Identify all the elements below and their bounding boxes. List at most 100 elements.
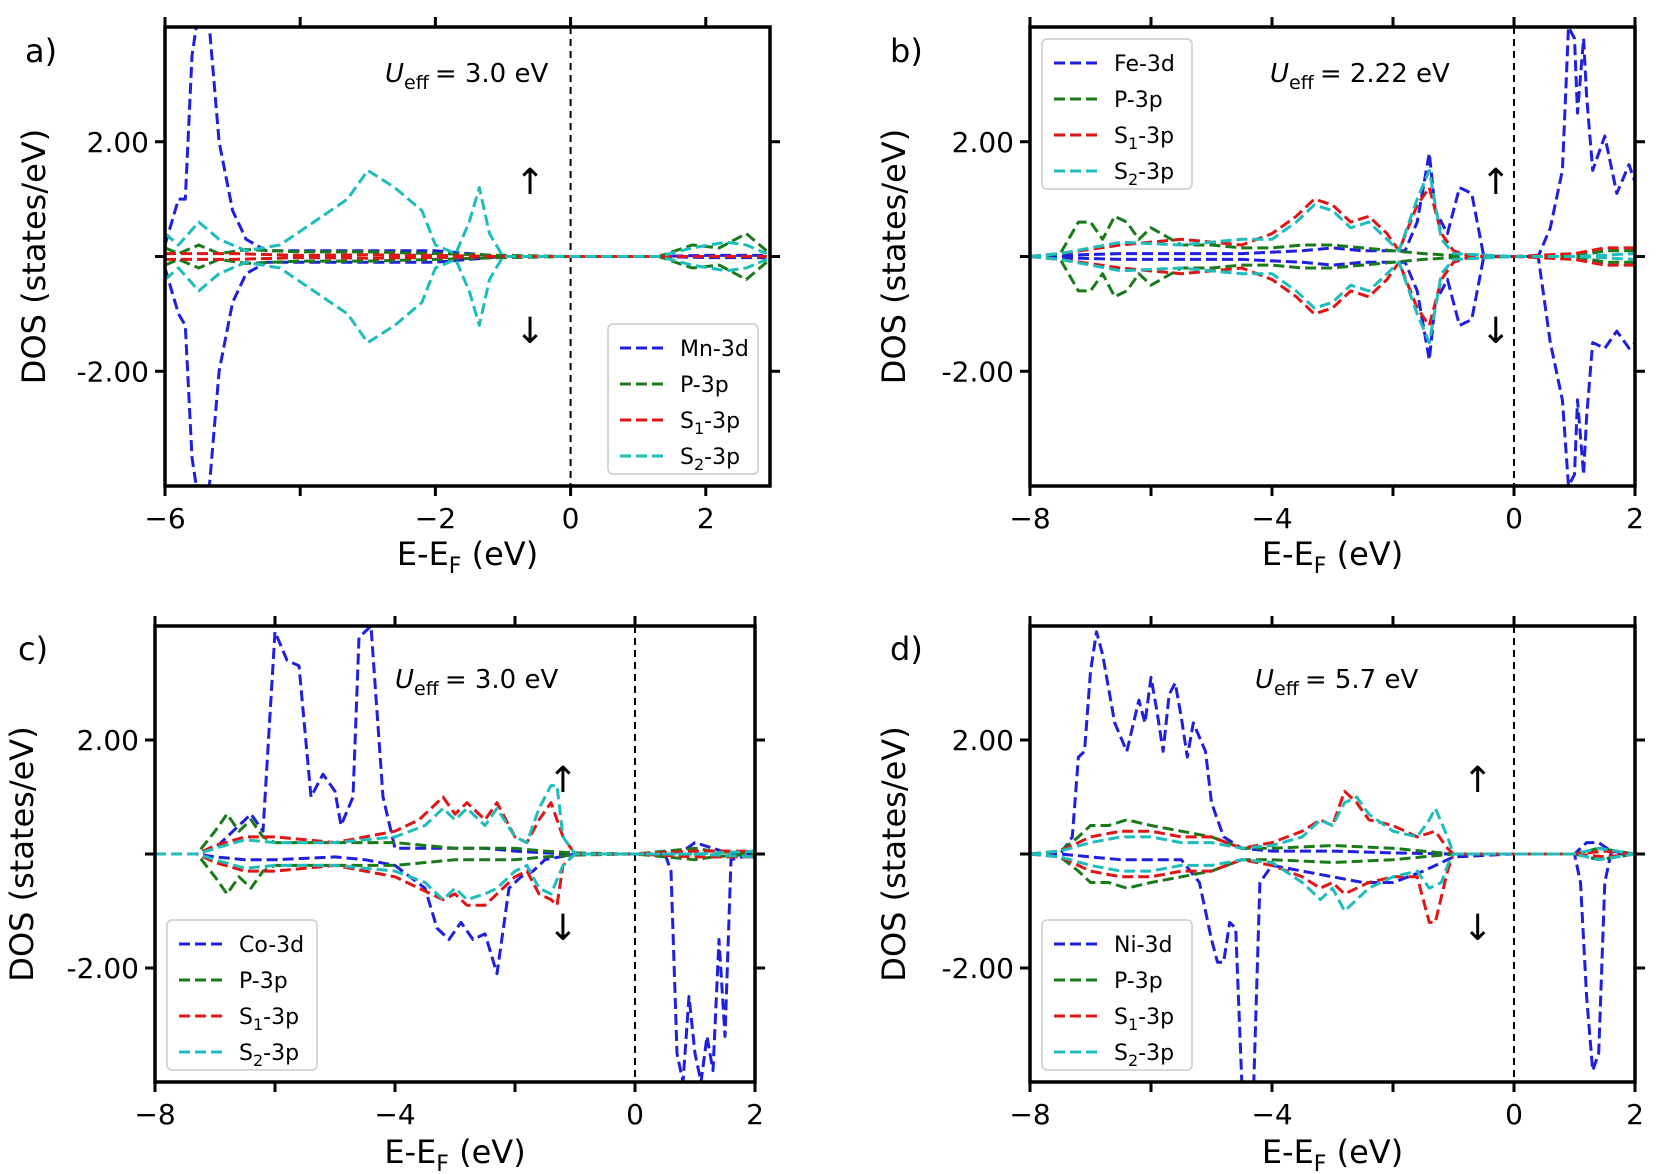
x-tick-label: −8 — [1009, 502, 1050, 535]
spin-up-arrow: ↑ — [1463, 760, 1493, 801]
legend: Co-3d P-3p S1-3p S2-3p — [166, 919, 318, 1071]
legend: Fe-3d P-3p S1-3p S2-3p — [1041, 38, 1193, 190]
y-tick-label: -2.00 — [942, 355, 1014, 388]
series-mn-3d-down — [165, 255, 767, 486]
y-axis-title: DOS (states/eV) — [875, 726, 913, 981]
panel-label: d) — [890, 630, 923, 668]
legend-label: P-3p — [680, 373, 729, 398]
series-group — [165, 27, 768, 486]
legend-label: S2-3p — [680, 445, 740, 474]
legend-label: P-3p — [1114, 969, 1163, 994]
x-tick-label: −2 — [415, 502, 456, 535]
x-tick-label: −8 — [1009, 1098, 1050, 1131]
u-eff-label: Ueff = 2.22 eV — [1270, 59, 1450, 94]
spin-down-arrow: ↓ — [515, 311, 545, 352]
u-eff-label: Ueff = 3.0 eV — [385, 59, 548, 94]
legend-label: P-3p — [239, 969, 288, 994]
x-tick-label: 0 — [1505, 1098, 1523, 1131]
legend-label: S2-3p — [1114, 160, 1174, 189]
x-axis-title: E-EF (eV) — [397, 535, 538, 579]
series-group — [1030, 630, 1635, 1082]
y-tick-label: 2.00 — [87, 126, 149, 159]
series-p-3p-down — [165, 255, 768, 281]
x-tick-label: 0 — [1505, 502, 1523, 535]
legend-label: Mn-3d — [680, 337, 749, 362]
x-tick-label: −8 — [134, 1098, 175, 1131]
x-tick-label: 2 — [697, 502, 715, 535]
panel-label: c) — [18, 630, 48, 668]
series-group — [1030, 27, 1635, 486]
y-axis-title: DOS (states/eV) — [3, 726, 41, 981]
x-tick-label: 0 — [562, 502, 580, 535]
y-tick-label: 2.00 — [952, 724, 1014, 757]
panel-label: b) — [890, 32, 923, 70]
x-axis-title: E-EF (eV) — [1262, 535, 1403, 579]
legend-label: S1-3p — [1114, 124, 1174, 153]
y-tick-label: -2.00 — [77, 355, 149, 388]
series-fe-3d-down — [1030, 255, 1635, 486]
x-tick-label: 2 — [746, 1098, 764, 1131]
spin-up-arrow: ↑ — [548, 760, 578, 801]
legend-label: S2-3p — [239, 1041, 299, 1070]
panel-b: 2.00 -2.00 −8 −4 0 2 DOS (states/eV) E-EF (eV) b… — [875, 17, 1645, 579]
x-axis-title: E-EF (eV) — [384, 1133, 525, 1174]
panel-label: a) — [25, 32, 57, 70]
series-ni-3d-down — [1030, 852, 1635, 1082]
series-s2-3p-up — [165, 168, 768, 258]
x-tick-label: −4 — [1251, 1098, 1292, 1131]
series-mn-3d-up — [165, 27, 767, 258]
legend-label: P-3p — [1114, 88, 1163, 113]
y-tick-label: -2.00 — [942, 952, 1014, 985]
legend-box — [607, 323, 759, 475]
spin-down-arrow: ↓ — [1463, 908, 1493, 949]
x-axis-title: E-EF (eV) — [1262, 1133, 1403, 1174]
series-s1-3p-up — [1030, 186, 1635, 258]
series-s2-3p-down — [155, 852, 755, 902]
series-s2-3p-up — [1030, 168, 1635, 258]
series-s2-3p-up — [1030, 795, 1635, 856]
series-s2-3p-up — [155, 784, 755, 856]
series-fe-3d-up — [1030, 27, 1635, 258]
spin-up-arrow: ↑ — [515, 162, 545, 203]
legend-box — [166, 919, 318, 1071]
x-tick-label: −6 — [144, 502, 185, 535]
x-tick-label: −4 — [1251, 502, 1292, 535]
series-co-3d-down — [155, 852, 755, 1082]
legend-label: Co-3d — [239, 933, 304, 958]
legend-label: Ni-3d — [1114, 933, 1172, 958]
legend-label: S1-3p — [680, 409, 740, 438]
u-eff-label: Ueff = 5.7 eV — [1255, 665, 1418, 700]
legend: Ni-3d P-3p S1-3p S2-3p — [1041, 919, 1193, 1071]
legend-label: Fe-3d — [1114, 52, 1175, 77]
panel-d: 2.00 -2.00 −8 −4 0 2 DOS (states/eV) E-EF (eV) d… — [875, 616, 1645, 1174]
legend-label: S2-3p — [1114, 1041, 1174, 1070]
series-s2-3p-down — [1030, 255, 1635, 345]
series-s2-3p-down — [1030, 852, 1635, 913]
y-tick-label: 2.00 — [952, 126, 1014, 159]
panel-a: 2.00 -2.00 −6 −2 0 2 DOS (states/eV) E-EF (eV) a… — [15, 17, 780, 579]
y-tick-label: 2.00 — [77, 724, 139, 757]
series-s1-3p-down — [155, 852, 755, 907]
series-s2-3p-down — [165, 255, 768, 345]
panel-c: 2.00 -2.00 −8 −4 0 2 DOS (states/eV) E-EF (eV) c… — [3, 616, 765, 1174]
spin-up-arrow: ↑ — [1481, 162, 1511, 203]
x-tick-label: 0 — [626, 1098, 644, 1131]
legend-box — [1041, 919, 1193, 1071]
series-co-3d-up — [155, 626, 755, 856]
x-tick-label: 2 — [1626, 502, 1644, 535]
spin-down-arrow: ↓ — [1481, 311, 1511, 352]
spin-down-arrow: ↓ — [548, 908, 578, 949]
legend-label: S1-3p — [1114, 1005, 1174, 1034]
legend-box — [1041, 38, 1193, 190]
y-axis-title: DOS (states/eV) — [875, 129, 913, 384]
series-group — [155, 626, 755, 1082]
series-p-3p-up — [165, 232, 768, 258]
y-axis-title: DOS (states/eV) — [15, 129, 53, 384]
series-p-3p-up — [1030, 214, 1635, 258]
x-tick-label: −4 — [374, 1098, 415, 1131]
legend-label: S1-3p — [239, 1005, 299, 1034]
u-eff-label: Ueff = 3.0 eV — [395, 665, 558, 700]
legend: Mn-3d P-3p S1-3p S2-3p — [607, 323, 759, 475]
x-tick-label: 2 — [1626, 1098, 1644, 1131]
